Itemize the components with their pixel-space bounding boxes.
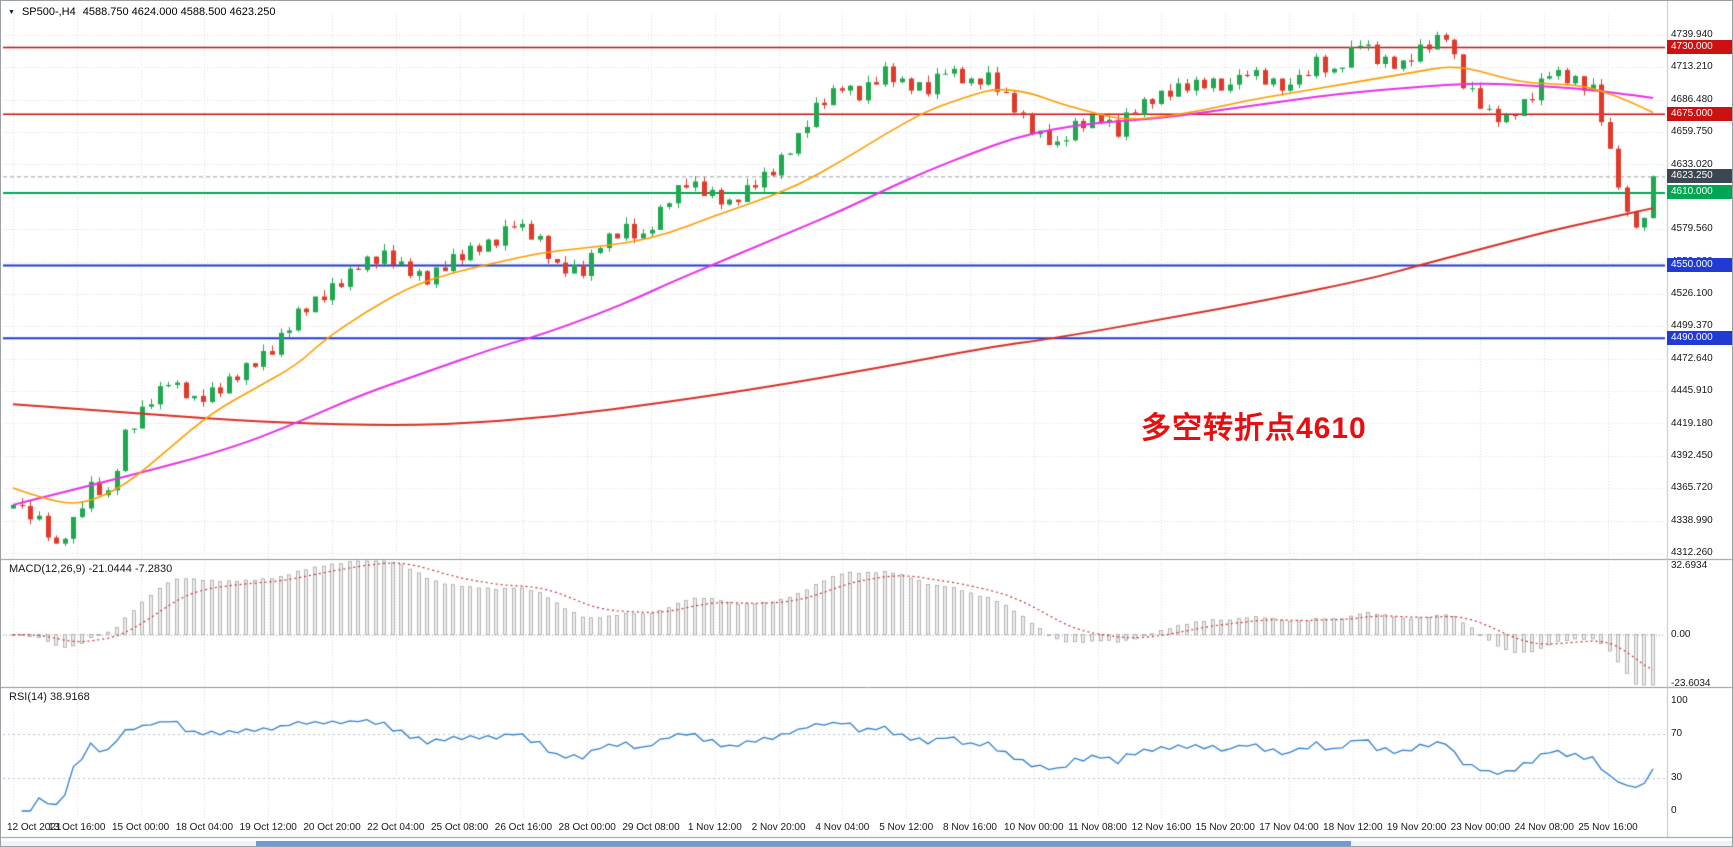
annotation-text: 多空转折点4610 xyxy=(1141,412,1367,445)
horizontal-scrollbar[interactable] xyxy=(1,841,1732,846)
symbol-timeframe-label: SP500-,H4 xyxy=(21,6,76,18)
ohlc-values-label: 4588.750 4624.000 4588.500 4623.250 xyxy=(82,6,276,18)
macd-indicator-label: MACD(12,26,9) -21.0444 -7.2830 xyxy=(9,563,173,575)
chart-title: ▼ SP500-,H4 4588.750 4624.000 4588.500 4… xyxy=(8,6,275,18)
scrollbar-thumb[interactable] xyxy=(256,841,1351,846)
rsi-indicator-label: RSI(14) 38.9168 xyxy=(9,691,90,703)
chart-menu-triangle-icon[interactable]: ▼ xyxy=(8,8,15,16)
